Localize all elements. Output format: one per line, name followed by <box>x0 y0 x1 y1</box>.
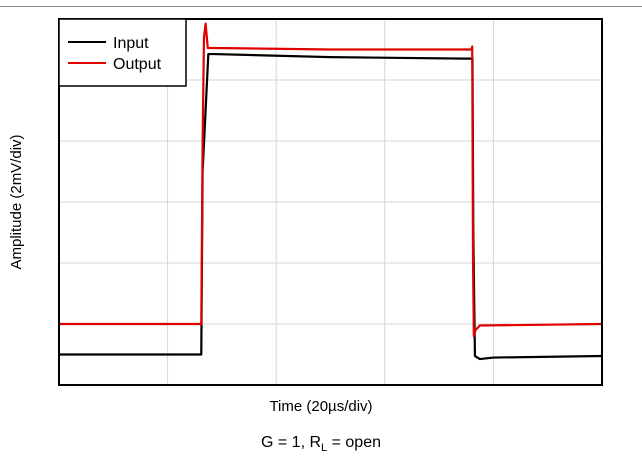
grid <box>59 19 602 385</box>
series-line-output <box>59 22 603 338</box>
top-rule <box>0 6 642 7</box>
legend-label-output: Output <box>113 56 162 73</box>
plot-frame <box>58 18 603 386</box>
x-axis-label: Time (20µs/div) <box>269 398 373 415</box>
traces <box>59 22 603 361</box>
caption-prefix: G = 1, R <box>261 434 322 451</box>
legend: Input Output <box>58 18 187 87</box>
legend-box <box>58 18 187 87</box>
caption-subscript: L <box>321 442 328 455</box>
legend-label-input: Input <box>113 35 149 52</box>
caption-suffix: = open <box>327 434 381 451</box>
caption: G = 1, RL = open <box>0 434 642 455</box>
y-axis-label: Amplitude (2mV/div) <box>8 134 25 269</box>
